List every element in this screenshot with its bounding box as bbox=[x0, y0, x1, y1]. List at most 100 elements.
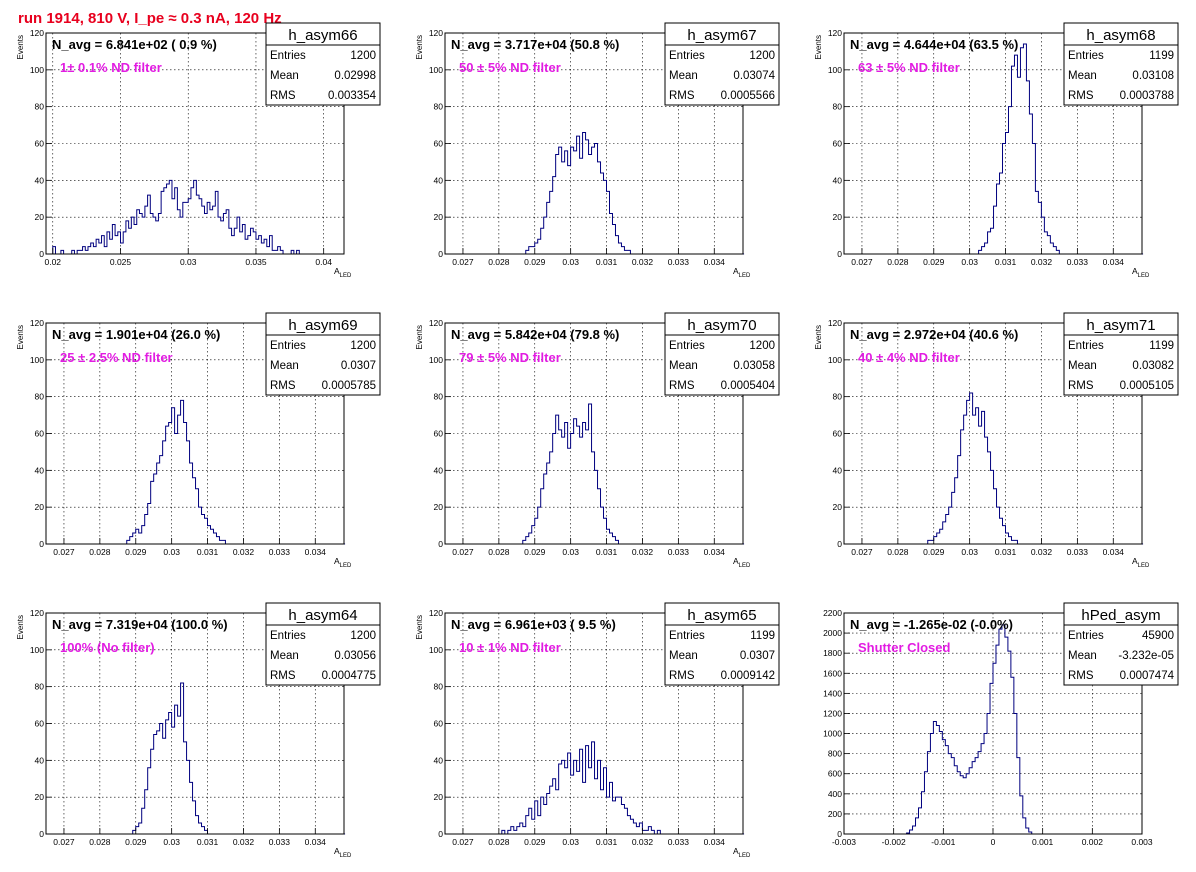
filter-annotation: 79 ± 5% ND filter bbox=[459, 350, 561, 365]
x-tick-label: 0.029 bbox=[923, 257, 945, 267]
histogram-panel-h_asym69: 0.027 0.028 0.029 0.03 0.031 0.032 0.033 0.034 0… bbox=[16, 312, 381, 569]
x-tick-label: 0.031 bbox=[197, 547, 219, 557]
run-title: run 1914, 810 V, I_pe ≈ 0.3 nA, 120 Hz bbox=[18, 10, 282, 27]
stat-value-entries: 1200 bbox=[350, 340, 376, 352]
histogram-bin bbox=[1002, 625, 1005, 834]
x-tick-label: 0.002 bbox=[1082, 837, 1104, 847]
x-tick-label: 0.033 bbox=[269, 547, 291, 557]
histogram-bin bbox=[538, 816, 541, 834]
filter-annotation: 50 ± 5% ND filter bbox=[459, 60, 561, 75]
y-tick-label: 40 bbox=[35, 175, 45, 185]
histogram-bin bbox=[134, 225, 137, 254]
stats-box bbox=[664, 602, 780, 686]
x-tick-label: 0.031 bbox=[596, 257, 618, 267]
x-tick-label: 0.034 bbox=[1103, 257, 1125, 267]
x-axis-label: ALED bbox=[733, 846, 751, 859]
histogram-bin bbox=[954, 766, 957, 834]
stats-box bbox=[664, 312, 780, 396]
stat-label-rms: RMS bbox=[669, 380, 695, 392]
y-tick-label: 60 bbox=[434, 719, 444, 729]
x-axis-label-main: A bbox=[1132, 556, 1138, 566]
histogram-bin bbox=[154, 474, 157, 544]
histogram-panel-h_asym64: 0.027 0.028 0.029 0.03 0.031 0.032 0.033 0.034 0… bbox=[16, 602, 381, 859]
histogram-name: h_asym70 bbox=[687, 317, 756, 334]
histogram-bin bbox=[559, 147, 562, 254]
stat-label-rms: RMS bbox=[270, 90, 296, 102]
x-tick-label: 0.032 bbox=[632, 837, 654, 847]
y-tick-label: 600 bbox=[828, 769, 842, 779]
histogram-bin bbox=[559, 430, 562, 544]
x-axis-label-main: A bbox=[334, 266, 340, 276]
x-axis-label-main: A bbox=[733, 846, 739, 856]
histogram-bin bbox=[175, 434, 178, 545]
histogram-bin bbox=[967, 400, 970, 544]
histogram-bin bbox=[936, 726, 939, 834]
stat-label-rms: RMS bbox=[270, 670, 296, 682]
histogram-bin bbox=[532, 819, 535, 834]
stat-label-mean: Mean bbox=[270, 650, 299, 662]
histogram-name: h_asym67 bbox=[687, 27, 756, 44]
stat-value-entries: 1200 bbox=[749, 50, 775, 62]
x-tick-label: 0.033 bbox=[1067, 547, 1089, 557]
histogram-bin bbox=[556, 790, 559, 834]
histogram-bin bbox=[196, 195, 199, 254]
stat-label-entries: Entries bbox=[1068, 340, 1104, 352]
histogram-bin bbox=[645, 830, 648, 834]
x-tick-label: 0.032 bbox=[1031, 257, 1053, 267]
x-tick-label: 0.03 bbox=[562, 257, 579, 267]
stat-label-mean: Mean bbox=[669, 360, 698, 372]
histogram-bin bbox=[1014, 55, 1017, 254]
histogram-bin bbox=[993, 663, 996, 834]
x-tick-label: 0.028 bbox=[89, 547, 111, 557]
histogram-bin bbox=[574, 419, 577, 544]
x-tick-label: 0.029 bbox=[524, 837, 546, 847]
y-tick-label: 0 bbox=[837, 829, 842, 839]
x-axis-label-sub: LED bbox=[1138, 273, 1150, 279]
x-axis-label-sub: LED bbox=[739, 273, 751, 279]
x-tick-label: 0.028 bbox=[89, 837, 111, 847]
x-tick-label: 0.003 bbox=[1131, 837, 1153, 847]
y-tick-label: 0 bbox=[837, 249, 842, 259]
y-tick-label: 80 bbox=[35, 392, 45, 402]
histogram-bin bbox=[99, 243, 102, 254]
y-tick-label: 20 bbox=[35, 792, 45, 802]
x-axis-label-main: A bbox=[1132, 266, 1138, 276]
histogram-bin bbox=[166, 426, 169, 544]
x-tick-label: 0.02 bbox=[44, 257, 61, 267]
histogram-bin bbox=[964, 415, 967, 544]
y-tick-label: 20 bbox=[35, 502, 45, 512]
x-tick-label: 0.025 bbox=[110, 257, 132, 267]
y-axis-label: Events bbox=[415, 35, 424, 59]
stat-value-entries: 45900 bbox=[1142, 630, 1174, 642]
y-tick-label: 40 bbox=[833, 175, 843, 185]
histogram-name: h_asym64 bbox=[288, 607, 357, 624]
y-tick-label: 0 bbox=[39, 539, 44, 549]
stat-value-mean: 0.03108 bbox=[1132, 70, 1174, 82]
histogram-bin bbox=[598, 162, 601, 254]
histogram-bin bbox=[172, 727, 175, 834]
histogram-bin bbox=[565, 151, 568, 254]
y-tick-label: 200 bbox=[828, 809, 842, 819]
x-tick-label: 0.03 bbox=[163, 837, 180, 847]
stats-box bbox=[664, 22, 780, 106]
histogram-bin bbox=[580, 158, 583, 254]
histogram-bin bbox=[562, 162, 565, 254]
y-tick-label: 60 bbox=[833, 429, 843, 439]
x-tick-label: 0.027 bbox=[452, 257, 474, 267]
y-tick-label: 100 bbox=[30, 65, 44, 75]
histogram-bin bbox=[966, 774, 969, 834]
y-tick-label: 400 bbox=[828, 789, 842, 799]
x-tick-label: 0.032 bbox=[233, 837, 255, 847]
histogram-bin bbox=[275, 250, 278, 254]
filter-annotation: 63 ± 5% ND filter bbox=[858, 60, 960, 75]
stats-box bbox=[1063, 602, 1179, 686]
navg-label: N_avg = 2.972e+04 (40.6 %) bbox=[850, 327, 1018, 342]
histogram-bin bbox=[210, 210, 213, 254]
stat-value-rms: 0.0007474 bbox=[1120, 670, 1175, 682]
histogram-bin bbox=[188, 199, 191, 254]
y-axis-label: Events bbox=[16, 35, 25, 59]
y-tick-label: 20 bbox=[434, 792, 444, 802]
histogram-bin bbox=[121, 243, 124, 254]
histogram-bin bbox=[586, 430, 589, 544]
histogram-bin bbox=[571, 775, 574, 834]
